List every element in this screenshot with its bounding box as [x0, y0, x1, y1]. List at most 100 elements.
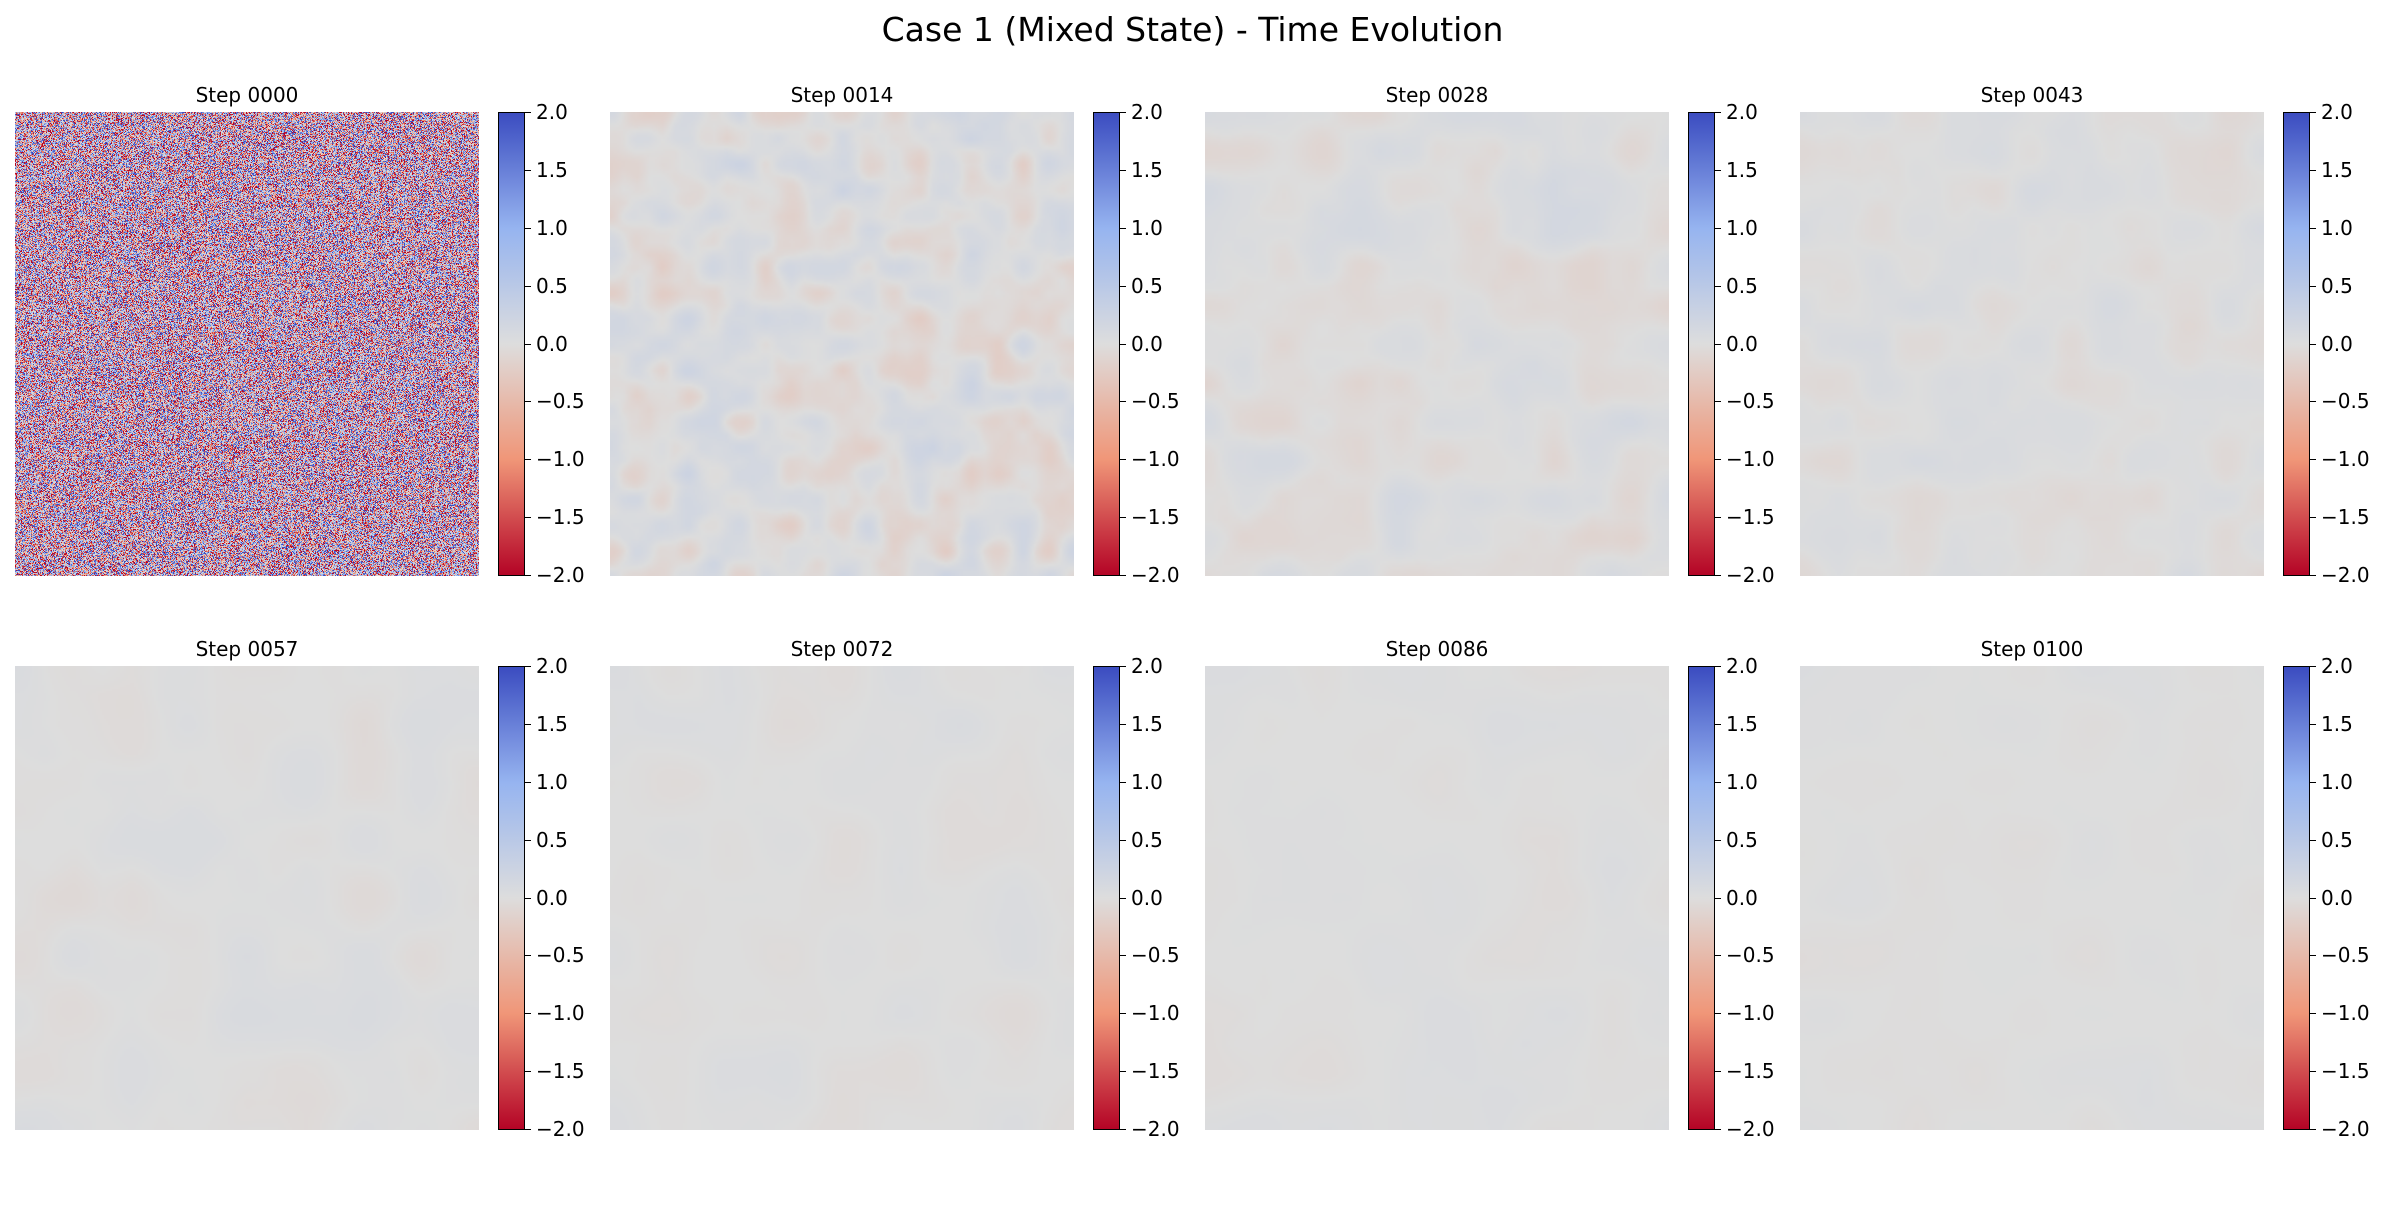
colorbar-tick: [1120, 1129, 1126, 1130]
colorbar: [2283, 666, 2310, 1130]
colorbar: [498, 112, 525, 576]
colorbar-tick-label: 0.5: [536, 828, 568, 852]
panel-title: Step 0028: [1385, 83, 1489, 107]
colorbar-tick: [1120, 575, 1126, 576]
colorbar-tick: [2310, 170, 2316, 171]
colorbar-tick-label: 1.0: [2321, 216, 2353, 240]
colorbar-tick-label: 0.5: [536, 274, 568, 298]
colorbar-tick-label: 1.0: [1726, 770, 1758, 794]
colorbar-tick: [525, 170, 531, 171]
colorbar-tick-label: −1.0: [1726, 447, 1775, 471]
colorbar-tick-label: 2.0: [1726, 654, 1758, 678]
panel-title: Step 0072: [790, 637, 894, 661]
colorbar-tick: [1120, 170, 1126, 171]
colorbar-tick-label: 1.5: [2321, 712, 2353, 736]
colorbar-tick: [2310, 1013, 2316, 1014]
colorbar-tick: [525, 286, 531, 287]
colorbar-tick: [1120, 286, 1126, 287]
colorbar-tick: [2310, 666, 2316, 667]
colorbar-tick: [2310, 459, 2316, 460]
colorbar-tick: [525, 840, 531, 841]
colorbar: [1688, 112, 1715, 576]
colorbar-tick: [1715, 840, 1721, 841]
colorbar-tick-label: 0.5: [1726, 274, 1758, 298]
colorbar-tick: [2310, 1071, 2316, 1072]
colorbar-tick: [525, 724, 531, 725]
colorbar-tick: [2310, 517, 2316, 518]
colorbar-tick: [1715, 898, 1721, 899]
colorbar-tick: [1120, 1013, 1126, 1014]
panel-title: Step 0100: [1980, 637, 2084, 661]
colorbar-tick-label: 0.5: [2321, 828, 2353, 852]
colorbar-tick: [2310, 840, 2316, 841]
colorbar-tick: [1715, 459, 1721, 460]
colorbar-tick: [1120, 782, 1126, 783]
colorbar-tick-label: 0.5: [1726, 828, 1758, 852]
colorbar-tick: [1715, 401, 1721, 402]
heatmap-panel: Step 0000 2.0 1.5 1.0 0.5 0.0 −0.5 −1.0 −1.5 −2.0: [15, 82, 609, 672]
colorbar-tick: [1715, 228, 1721, 229]
colorbar-tick-label: −0.5: [2321, 389, 2370, 413]
colorbar-tick-label: 2.0: [1726, 100, 1758, 124]
colorbar-tick-label: 2.0: [536, 100, 568, 124]
colorbar-tick-label: −1.5: [1131, 1059, 1180, 1083]
colorbar-tick: [525, 575, 531, 576]
colorbar-tick: [525, 1129, 531, 1130]
colorbar-tick: [2310, 724, 2316, 725]
heatmap-panel: Step 0100 2.0 1.5 1.0 0.5 0.0 −0.5 −1.0 −1.5 −2.0: [1800, 636, 2385, 1226]
colorbar-tick-label: −1.0: [1131, 447, 1180, 471]
colorbar-tick: [1715, 1071, 1721, 1072]
colorbar-tick-label: −0.5: [1131, 389, 1180, 413]
colorbar-tick-label: −2.0: [1131, 1117, 1180, 1141]
colorbar-tick-label: −1.5: [536, 1059, 585, 1083]
colorbar-tick: [1120, 517, 1126, 518]
colorbar-tick-label: −2.0: [2321, 1117, 2370, 1141]
colorbar-tick-label: 0.5: [2321, 274, 2353, 298]
colorbar-tick-label: 1.5: [1131, 712, 1163, 736]
colorbar-tick: [2310, 228, 2316, 229]
panel-title: Step 0014: [790, 83, 894, 107]
panel-title: Step 0000: [195, 83, 299, 107]
colorbar-tick-label: −1.5: [1131, 505, 1180, 529]
colorbar-tick-label: 0.5: [1131, 828, 1163, 852]
colorbar-tick: [2310, 401, 2316, 402]
figure-title: Case 1 (Mixed State) - Time Evolution: [881, 10, 1504, 49]
colorbar-tick: [525, 898, 531, 899]
colorbar-tick-label: −2.0: [2321, 563, 2370, 587]
colorbar-tick: [1715, 112, 1721, 113]
colorbar-tick: [1715, 724, 1721, 725]
colorbar-tick-label: 0.0: [536, 886, 568, 910]
colorbar-tick: [525, 1071, 531, 1072]
colorbar-tick-label: −1.0: [536, 447, 585, 471]
panel-title: Step 0086: [1385, 637, 1489, 661]
colorbar-tick-label: 1.5: [1726, 158, 1758, 182]
colorbar-tick: [1715, 955, 1721, 956]
colorbar-tick: [1120, 666, 1126, 667]
colorbar-tick: [525, 401, 531, 402]
colorbar: [498, 666, 525, 1130]
colorbar-tick: [525, 1013, 531, 1014]
colorbar-tick: [525, 782, 531, 783]
colorbar: [1688, 666, 1715, 1130]
colorbar-tick: [1715, 170, 1721, 171]
colorbar-tick: [2310, 782, 2316, 783]
heatmap-panel: Step 0043 2.0 1.5 1.0 0.5 0.0 −0.5 −1.0 −1.5 −2.0: [1800, 82, 2385, 672]
colorbar-tick-label: −0.5: [1131, 943, 1180, 967]
colorbar-tick-label: −1.0: [1131, 1001, 1180, 1025]
colorbar-tick-label: −2.0: [1131, 563, 1180, 587]
colorbar-tick-label: −2.0: [1726, 563, 1775, 587]
colorbar-tick: [525, 955, 531, 956]
colorbar-tick-label: −0.5: [1726, 389, 1775, 413]
colorbar-tick-label: 1.5: [2321, 158, 2353, 182]
colorbar-tick: [1715, 517, 1721, 518]
colorbar-tick: [525, 228, 531, 229]
colorbar-tick-label: −1.0: [1726, 1001, 1775, 1025]
heatmap-panel: Step 0072 2.0 1.5 1.0 0.5 0.0 −0.5 −1.0 −1.5 −2.0: [610, 636, 1204, 1226]
colorbar-tick-label: −1.5: [2321, 505, 2370, 529]
colorbar-tick: [1120, 724, 1126, 725]
colorbar-tick-label: −2.0: [1726, 1117, 1775, 1141]
colorbar-tick: [1715, 782, 1721, 783]
colorbar-tick-label: 2.0: [2321, 654, 2353, 678]
heatmap-image: [610, 666, 1074, 1130]
heatmap-image: [610, 112, 1074, 576]
